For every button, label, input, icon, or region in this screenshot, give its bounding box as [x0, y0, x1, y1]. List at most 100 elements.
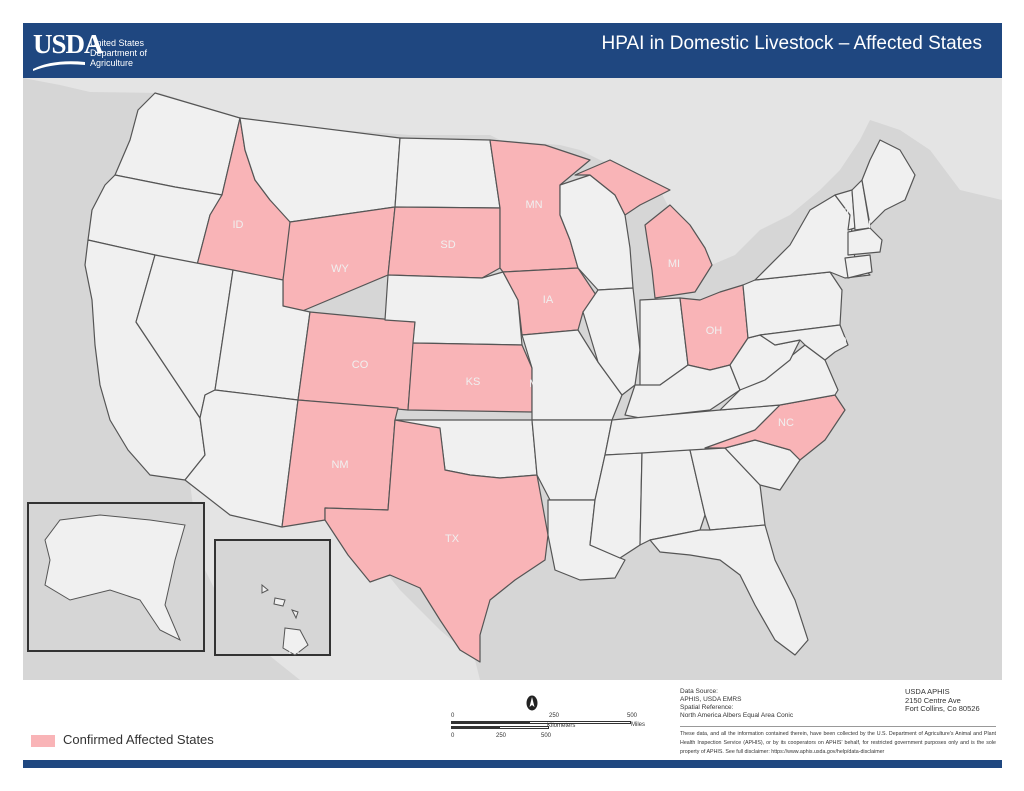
canada-land: [23, 78, 1002, 270]
data-source: Data Source: APHIS, USDA EMRS Spatial Re…: [680, 688, 920, 720]
us-map: WA OR CA ID NV MT WY UT AZ CO NM ND SD N…: [23, 78, 1002, 680]
label-NC: NC: [778, 417, 794, 429]
label-CT: CT: [849, 261, 864, 273]
map-header: USDA United States Department of Agricul…: [23, 23, 1002, 78]
agency-line-2: Department of: [90, 48, 148, 58]
label-CA: CA: [120, 363, 136, 375]
label-PA: PA: [779, 295, 794, 307]
label-OR: OR: [147, 208, 164, 220]
label-HI: HI: [289, 645, 300, 657]
label-NH: NH: [855, 219, 871, 231]
label-MS: MS: [610, 503, 627, 515]
disclaimer-text: These data, and all the information cont…: [680, 731, 996, 755]
data-source-line-1: Data Source:: [680, 688, 718, 695]
scale-miles-tick-250: 250: [549, 713, 560, 719]
label-FL: FL: [754, 571, 767, 583]
label-ND: ND: [440, 171, 456, 183]
scale-bar: 0 250 500 Miles Kilometers 0 250 500: [451, 713, 651, 753]
label-TX: TX: [445, 533, 460, 545]
state-VT: [834, 189, 856, 231]
label-AR: AR: [560, 457, 575, 469]
legend-swatch: [31, 735, 55, 747]
label-ME: ME: [877, 167, 894, 179]
map-title: HPAI in Domestic Livestock – Affected St…: [601, 33, 982, 54]
address-line-2: 2150 Centre Ave: [905, 695, 961, 705]
state-ME: [861, 139, 916, 226]
usda-logo-text: USDA: [33, 29, 104, 59]
legend-label: Confirmed Affected States: [63, 732, 214, 747]
data-source-line-4: North America Albers Equal Area Conic: [680, 712, 794, 719]
footer-divider: [680, 726, 996, 727]
label-SC: SC: [753, 460, 768, 472]
label-NM: NM: [331, 459, 348, 471]
label-ID: ID: [233, 219, 244, 231]
map-canvas: WA OR CA ID NV MT WY UT AZ CO NM ND SD N…: [23, 78, 1002, 680]
scale-miles-label: Miles: [631, 722, 646, 728]
state-IL: [582, 287, 641, 396]
scale-km-tick-500: 500: [541, 733, 552, 739]
label-AK: AK: [133, 553, 148, 565]
label-SD: SD: [440, 239, 455, 251]
scale-km-tick-250: 250: [496, 733, 507, 739]
label-GA: GA: [717, 493, 734, 505]
state-FL: [649, 524, 809, 656]
agency-line-1: United States: [90, 38, 145, 48]
label-WY: WY: [331, 263, 349, 275]
scale-miles-bar-b: [529, 721, 631, 724]
label-IA: IA: [543, 294, 554, 306]
state-AK: [44, 514, 186, 642]
agency-line-3: Agriculture: [90, 58, 134, 68]
label-NY: NY: [800, 240, 816, 252]
scale-km-bar-a: [451, 726, 499, 729]
label-LA: LA: [567, 543, 581, 555]
address-line-3: Fort Collins, Co 80526: [905, 704, 980, 713]
data-source-line-2: APHIS, USDA EMRS: [680, 696, 742, 703]
state-TX: [324, 419, 549, 663]
state-SD: [387, 206, 501, 279]
state-MI: [574, 159, 713, 299]
bottom-bar: [23, 760, 1002, 768]
label-KY: KY: [675, 388, 690, 400]
hawaii-inset-frame: [214, 539, 331, 656]
label-WI: WI: [589, 234, 602, 246]
state-IA: [502, 267, 599, 336]
state-CT: [844, 254, 873, 279]
state-labels: WA OR CA ID NV MT WY UT AZ CO NM ND SD N…: [120, 131, 893, 657]
label-MA: MA: [860, 240, 877, 252]
label-OH: OH: [706, 325, 723, 337]
label-WV: WV: [740, 351, 758, 363]
label-MO: MO: [529, 378, 547, 390]
label-OK: OK: [477, 441, 494, 453]
usda-swoosh-icon: [33, 61, 85, 71]
label-VA: VA: [776, 374, 791, 386]
map-footer: Confirmed Affected States 0 250 500 Mile…: [23, 680, 1002, 760]
north-arrow-icon: [526, 695, 538, 711]
label-MI: MI: [668, 258, 680, 270]
scale-miles-bar-a: [451, 721, 529, 724]
label-MT: MT: [312, 169, 328, 181]
label-TN: TN: [661, 429, 676, 441]
scale-km-label: Kilometers: [547, 723, 576, 729]
label-CO: CO: [352, 359, 369, 371]
label-KS: KS: [466, 376, 481, 388]
agency-address: USDA APHIS 2150 Centre Ave Fort Collins,…: [905, 687, 1005, 714]
label-AL: AL: [660, 498, 673, 510]
label-VT: VT: [837, 207, 851, 219]
agency-name: United States Department of Agriculture: [90, 38, 147, 68]
label-NE: NE: [444, 307, 459, 319]
label-WA: WA: [169, 131, 187, 143]
label-IL: IL: [610, 337, 619, 349]
state-WY: [282, 206, 396, 313]
state-HI: [261, 583, 309, 656]
scale-miles-tick-500: 500: [627, 713, 638, 719]
label-UT: UT: [258, 339, 273, 351]
state-MA: [847, 227, 883, 256]
scale-km-tick-0: 0: [451, 733, 455, 739]
state-NC: [704, 394, 846, 461]
label-IN: IN: [657, 338, 668, 350]
label-NV: NV: [180, 323, 196, 335]
usda-logo: USDA United States Department of Agricul…: [33, 29, 183, 73]
state-MO: [521, 329, 623, 421]
scale-km-bar-b: [499, 726, 549, 729]
label-AZ: AZ: [238, 451, 252, 463]
